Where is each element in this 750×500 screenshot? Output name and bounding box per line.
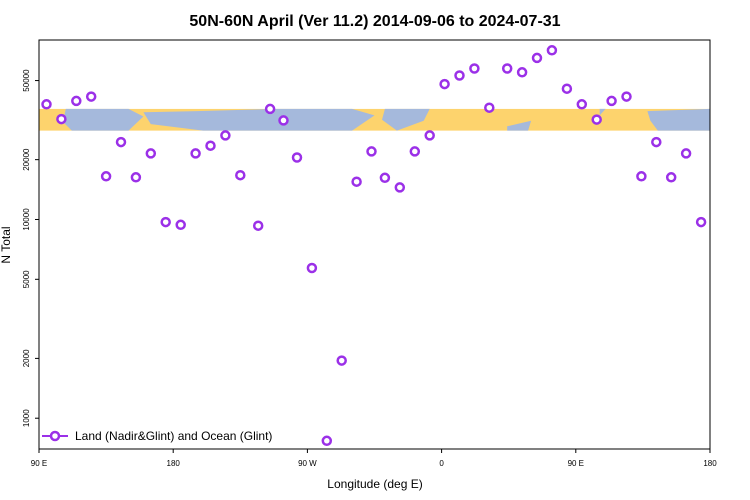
world-map-strip [39, 108, 710, 131]
data-point [336, 355, 347, 366]
data-points [41, 45, 707, 447]
map-ocean-5 [647, 108, 710, 131]
x-tick-label: 90 E [31, 459, 47, 468]
data-point [56, 113, 67, 125]
data-point [439, 78, 450, 90]
data-point [252, 220, 264, 231]
data-point [501, 63, 513, 74]
data-point [424, 130, 435, 141]
data-point [278, 115, 289, 126]
data-point [220, 130, 231, 141]
data-point [366, 146, 377, 157]
y-tick-label: 50000 [22, 69, 31, 92]
x-axis-ticks: 90 E 180 90 W 0 90 E 180 [31, 449, 717, 468]
data-point [160, 216, 171, 228]
data-point [71, 95, 82, 107]
y-tick-label: 10000 [22, 208, 31, 231]
data-point [41, 99, 52, 110]
chart-title: 50N-60N April (Ver 11.2) 2014-09-06 to 2… [189, 13, 560, 30]
y-axis-ticks: 1000 2000 5000 10000 20000 50000 [22, 69, 39, 427]
map-ocean-3 [507, 120, 532, 131]
data-point [379, 172, 391, 184]
data-point [100, 171, 112, 182]
data-point [665, 172, 677, 183]
x-tick-label: 0 [439, 459, 444, 468]
data-point [561, 83, 573, 94]
map-ocean-2 [382, 108, 430, 131]
data-point [351, 176, 362, 187]
legend-marker [49, 430, 61, 442]
data-point [130, 172, 142, 183]
x-tick-label: 180 [703, 459, 717, 468]
x-axis-label: Longitude (deg E) [327, 477, 422, 491]
data-point [680, 148, 692, 159]
data-point [306, 262, 318, 274]
data-point [85, 91, 97, 102]
y-axis-label: N Total [0, 226, 13, 263]
data-point [531, 52, 543, 64]
data-point [145, 148, 157, 159]
data-point [695, 216, 707, 228]
data-point [205, 140, 216, 151]
data-point [235, 169, 246, 181]
legend-label: Land (Nadir&Glint) and Ocean (Glint) [75, 429, 272, 443]
map-ocean-1 [143, 108, 375, 131]
data-point [484, 102, 495, 113]
y-tick-label: 5000 [22, 270, 31, 288]
x-tick-label: 180 [167, 459, 181, 468]
data-point [606, 95, 617, 107]
y-tick-label: 1000 [22, 409, 31, 427]
data-point [291, 152, 303, 163]
data-point [651, 136, 662, 148]
data-point [409, 146, 421, 157]
data-point [636, 171, 647, 182]
data-point [454, 70, 465, 81]
data-point [591, 114, 602, 125]
data-point [576, 99, 588, 110]
data-point [321, 435, 333, 447]
data-point [621, 91, 632, 102]
data-point [115, 136, 127, 148]
legend: Land (Nadir&Glint) and Ocean (Glint) [42, 429, 272, 443]
data-point [190, 148, 201, 159]
data-point [264, 103, 276, 115]
data-point [516, 67, 528, 78]
data-point [469, 63, 480, 74]
y-tick-label: 2000 [22, 349, 31, 367]
y-tick-label: 20000 [22, 148, 31, 171]
map-ocean-0 [62, 108, 144, 131]
x-tick-label: 90 E [568, 459, 584, 468]
x-tick-label: 90 W [298, 459, 317, 468]
data-point [175, 219, 186, 231]
data-point [546, 45, 558, 56]
plot-frame [38, 39, 711, 450]
map-ocean-4 [599, 108, 606, 116]
data-point [394, 182, 406, 193]
